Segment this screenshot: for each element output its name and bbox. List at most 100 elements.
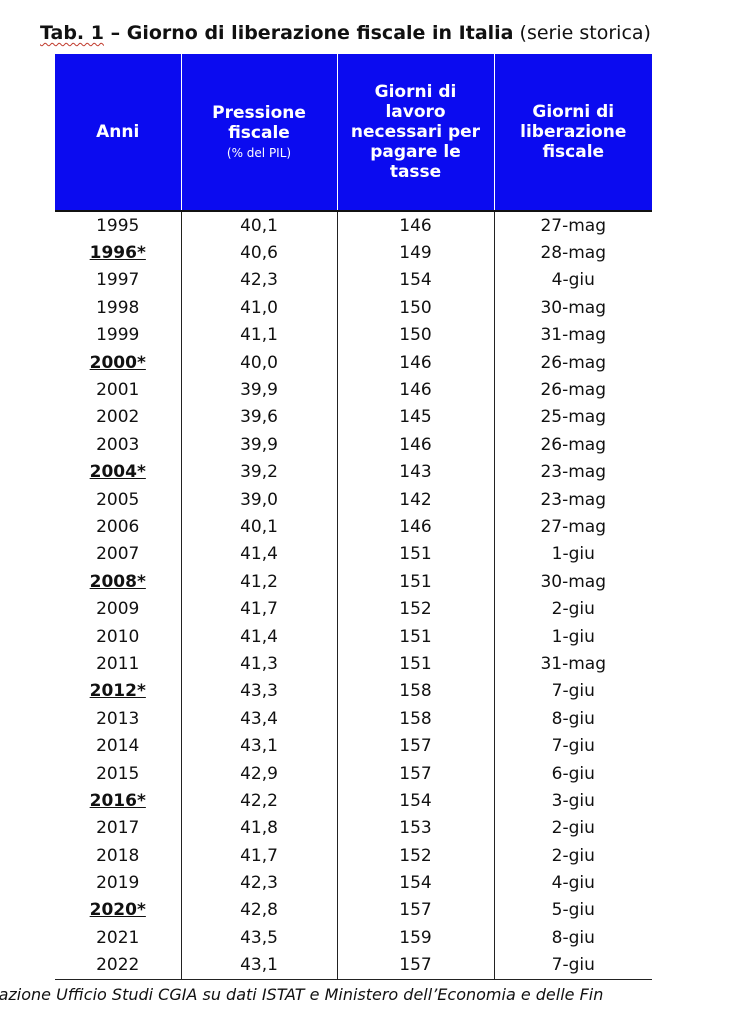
cell-anno: 2003	[96, 434, 140, 455]
table-row: 2016* 42,2 154 3-giu	[55, 787, 652, 815]
cell-pressione: 43,4	[180, 705, 337, 733]
table-title-main: – Giorno di liberazione fiscale in Itali…	[104, 22, 514, 44]
table-number: Tab. 1	[40, 22, 104, 44]
cell-anno: 2013	[96, 708, 140, 729]
cell-giorno-liberazione: 30-mag	[493, 568, 652, 596]
cell-pressione: 39,9	[180, 431, 337, 459]
cell-pressione: 39,2	[180, 458, 337, 486]
cell-anno: 2018	[96, 845, 140, 866]
cell-giorni-lavoro: 150	[336, 294, 494, 322]
cell-anno: 2012*	[89, 681, 146, 702]
table-row: 2017 41,8 153 2-giu	[55, 814, 652, 842]
cell-anno: 2004*	[89, 462, 146, 483]
cell-anno: 2015	[96, 763, 140, 784]
table-title-suffix: (serie storica)	[513, 22, 651, 44]
table-row: 2021 43,5 159 8-giu	[55, 924, 652, 952]
table-row: 1999 41,1 150 31-mag	[55, 321, 652, 349]
cell-giorno-liberazione: 4-giu	[493, 266, 652, 295]
table-row: 2003 39,9 146 26-mag	[55, 431, 652, 459]
cell-giorni-lavoro: 142	[336, 485, 494, 514]
fiscal-liberation-table: Anni Pressione fiscale (% del PIL) Giorn…	[55, 54, 652, 980]
cell-anno: 2011	[96, 653, 140, 674]
cell-anno: 1996*	[89, 243, 146, 264]
cell-giorni-lavoro: 158	[336, 705, 494, 733]
cell-giorno-liberazione: 23-mag	[493, 458, 652, 486]
table-row: 2014 43,1 157 7-giu	[55, 732, 652, 760]
cell-pressione: 39,0	[180, 485, 337, 514]
table-row: 2001 39,9 146 26-mag	[55, 376, 652, 404]
cell-anno: 2007	[96, 544, 140, 565]
cell-anno: 2001	[96, 380, 140, 401]
cell-giorni-lavoro: 157	[336, 951, 494, 980]
cell-giorni-lavoro: 152	[336, 841, 494, 870]
cell-giorno-liberazione: 2-giu	[493, 841, 652, 870]
cell-anno: 2022	[55, 951, 181, 980]
cell-giorni-lavoro: 153	[336, 814, 494, 842]
cell-pressione: 42,2	[180, 787, 337, 815]
cell-giorni-lavoro: 151	[336, 650, 494, 678]
table-title: Tab. 1 – Giorno di liberazione fiscale i…	[40, 22, 651, 44]
cell-anno: 2016*	[89, 790, 146, 811]
cell-pressione: 42,9	[180, 759, 337, 788]
cell-pressione: 43,3	[180, 677, 337, 706]
cell-giorni-lavoro: 154	[336, 266, 494, 295]
cell-anno: 2017	[96, 818, 140, 839]
cell-pressione: 42,3	[180, 869, 337, 897]
cell-giorno-liberazione: 26-mag	[493, 376, 652, 404]
cell-giorno-liberazione: 4-giu	[493, 869, 652, 897]
cell-giorno-liberazione: 7-giu	[493, 677, 652, 706]
cell-giorno-liberazione: 2-giu	[493, 814, 652, 842]
cell-giorni-lavoro: 157	[336, 732, 494, 760]
cell-pressione: 41,8	[180, 814, 337, 842]
cell-anno: 2009	[96, 599, 140, 620]
cell-pressione: 39,6	[180, 403, 337, 432]
cell-giorni-lavoro: 146	[336, 211, 494, 240]
table-row: 1995 40,1 146 27-mag	[55, 211, 652, 240]
table-row: 2005 39,0 142 23-mag	[55, 485, 652, 514]
cell-giorno-liberazione: 8-giu	[493, 705, 652, 733]
cell-giorni-lavoro: 157	[336, 896, 494, 925]
header-pressione-unit: (% del PIL)	[226, 146, 292, 160]
cell-giorni-lavoro: 150	[336, 321, 494, 349]
cell-giorno-liberazione: 27-mag	[493, 211, 652, 240]
source-note: razione Ufficio Studi CGIA su dati ISTAT…	[0, 985, 604, 1004]
cell-anno: 2014	[96, 736, 140, 757]
table-row: 2004* 39,2 143 23-mag	[55, 458, 652, 486]
cell-giorno-liberazione: 2-giu	[493, 595, 652, 623]
cell-giorni-lavoro: 154	[336, 869, 494, 897]
cell-giorni-lavoro: 146	[336, 348, 494, 377]
cell-giorni-lavoro: 151	[336, 622, 494, 651]
cell-giorni-lavoro: 143	[336, 458, 494, 486]
table-row: 1998 41,0 150 30-mag	[55, 294, 652, 322]
cell-giorno-liberazione: 30-mag	[493, 294, 652, 322]
cell-giorno-liberazione: 6-giu	[493, 759, 652, 788]
cell-giorni-lavoro: 157	[336, 759, 494, 788]
cell-giorno-liberazione: 7-giu	[493, 951, 652, 980]
header-giorni-liberazione: Giorni di liberazione fiscale	[493, 54, 652, 212]
cell-giorni-lavoro: 151	[336, 540, 494, 569]
table-row: 2000* 40,0 146 26-mag	[55, 348, 652, 377]
cell-anno: 2010	[96, 626, 140, 647]
table-row: 1997 42,3 154 4-giu	[55, 266, 652, 295]
cell-giorno-liberazione: 3-giu	[493, 787, 652, 815]
cell-giorni-lavoro: 146	[336, 376, 494, 404]
cell-anno: 1998	[96, 297, 140, 318]
cell-giorni-lavoro: 158	[336, 677, 494, 706]
cell-giorno-liberazione: 7-giu	[493, 732, 652, 760]
table-row: 2010 41,4 151 1-giu	[55, 622, 652, 651]
cell-pressione: 40,1	[180, 211, 337, 240]
cell-giorni-lavoro: 159	[336, 924, 494, 952]
cell-giorno-liberazione: 1-giu	[493, 540, 652, 569]
cell-giorni-lavoro: 145	[336, 403, 494, 432]
cell-pressione: 41,7	[180, 841, 337, 870]
cell-anno: 2020*	[89, 900, 146, 921]
cell-giorni-lavoro: 151	[336, 568, 494, 596]
cell-pressione: 43,1	[180, 732, 337, 760]
cell-giorno-liberazione: 31-mag	[493, 321, 652, 349]
cell-pressione: 41,2	[180, 568, 337, 596]
table-row: 2008* 41,2 151 30-mag	[55, 568, 652, 596]
cell-giorno-liberazione: 31-mag	[493, 650, 652, 678]
header-giorni-lavoro: Giorni di lavoro necessari per pagare le…	[336, 54, 494, 212]
cell-giorni-lavoro: 149	[336, 239, 494, 267]
table-row: 2012* 43,3 158 7-giu	[55, 677, 652, 706]
